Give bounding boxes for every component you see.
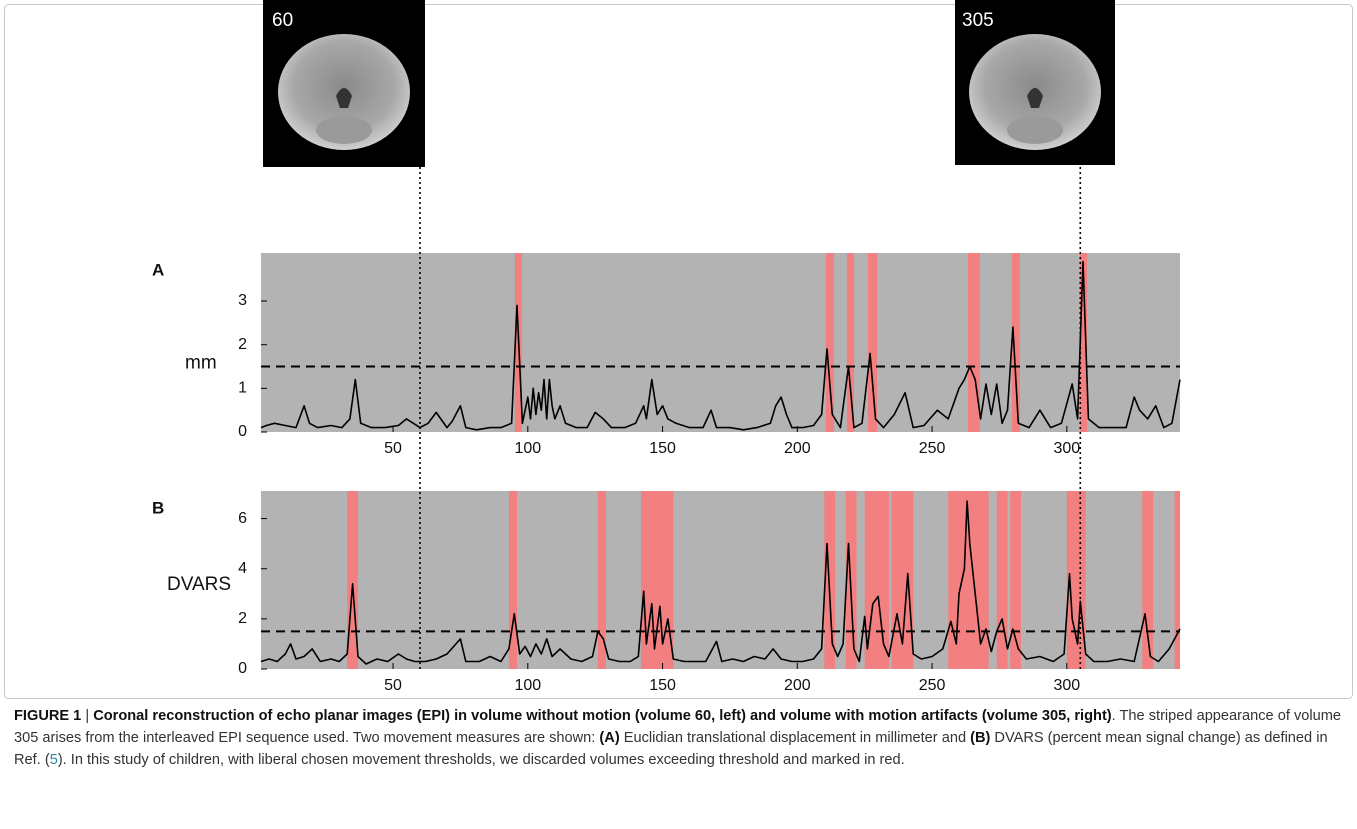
y-axis-label: DVARS <box>167 574 231 595</box>
figure: 50 100 150 200 250 300 0 1 2 3 Amm 50 100 150 200 250 30… <box>0 0 1357 700</box>
flagged-region <box>1175 491 1180 669</box>
plot-background <box>261 253 1180 432</box>
x-tick-label: 250 <box>919 440 946 457</box>
flagged-region <box>868 253 877 432</box>
caption: FIGURE 1 | Coronal reconstruction of ech… <box>14 705 1344 771</box>
flagged-region <box>1010 491 1021 669</box>
caption-text: Euclidian translational displacement in … <box>620 730 970 746</box>
caption-text: Coronal reconstruction of echo planar im… <box>93 708 1111 724</box>
x-tick-label: 100 <box>514 440 541 457</box>
y-tick-label: 0 <box>238 423 247 440</box>
flagged-region <box>847 253 854 432</box>
y-tick-label: 2 <box>238 336 247 353</box>
x-tick-label: 50 <box>384 440 402 457</box>
y-tick-label: 3 <box>238 292 247 309</box>
plot-background <box>261 491 1180 669</box>
x-tick-label: 200 <box>784 677 811 694</box>
x-tick-label: 50 <box>384 677 402 694</box>
y-tick-label: 2 <box>238 610 247 627</box>
x-tick-label: 200 <box>784 440 811 457</box>
caption-text: (A) <box>599 730 619 746</box>
x-tick-label: 150 <box>649 677 676 694</box>
page: 501001502002503000123Amm5010015020025030… <box>0 0 1357 829</box>
flagged-region <box>846 491 857 669</box>
y-tick-label: 1 <box>238 380 247 397</box>
y-tick-label: 0 <box>238 660 247 677</box>
flagged-region <box>826 253 834 432</box>
y-tick-label: 6 <box>238 510 247 527</box>
x-tick-label: 150 <box>649 440 676 457</box>
caption-text: 5 <box>50 752 58 768</box>
caption-text: | <box>81 708 93 724</box>
image-label: 60 <box>272 10 293 31</box>
caption-text: (B) <box>970 730 990 746</box>
y-axis-label: mm <box>185 353 217 374</box>
caption-text: FIGURE 1 <box>14 708 81 724</box>
x-tick-label: 300 <box>1053 677 1080 694</box>
caption-text: ). In this study of children, with liber… <box>58 752 905 768</box>
panel-label: A <box>152 260 164 279</box>
x-tick-label: 100 <box>514 677 541 694</box>
x-tick-label: 300 <box>1053 440 1080 457</box>
image-label: 305 <box>962 10 994 31</box>
flagged-region <box>1142 491 1153 669</box>
y-tick-label: 4 <box>238 560 247 577</box>
panel-label: B <box>152 498 164 517</box>
x-tick-label: 250 <box>919 677 946 694</box>
